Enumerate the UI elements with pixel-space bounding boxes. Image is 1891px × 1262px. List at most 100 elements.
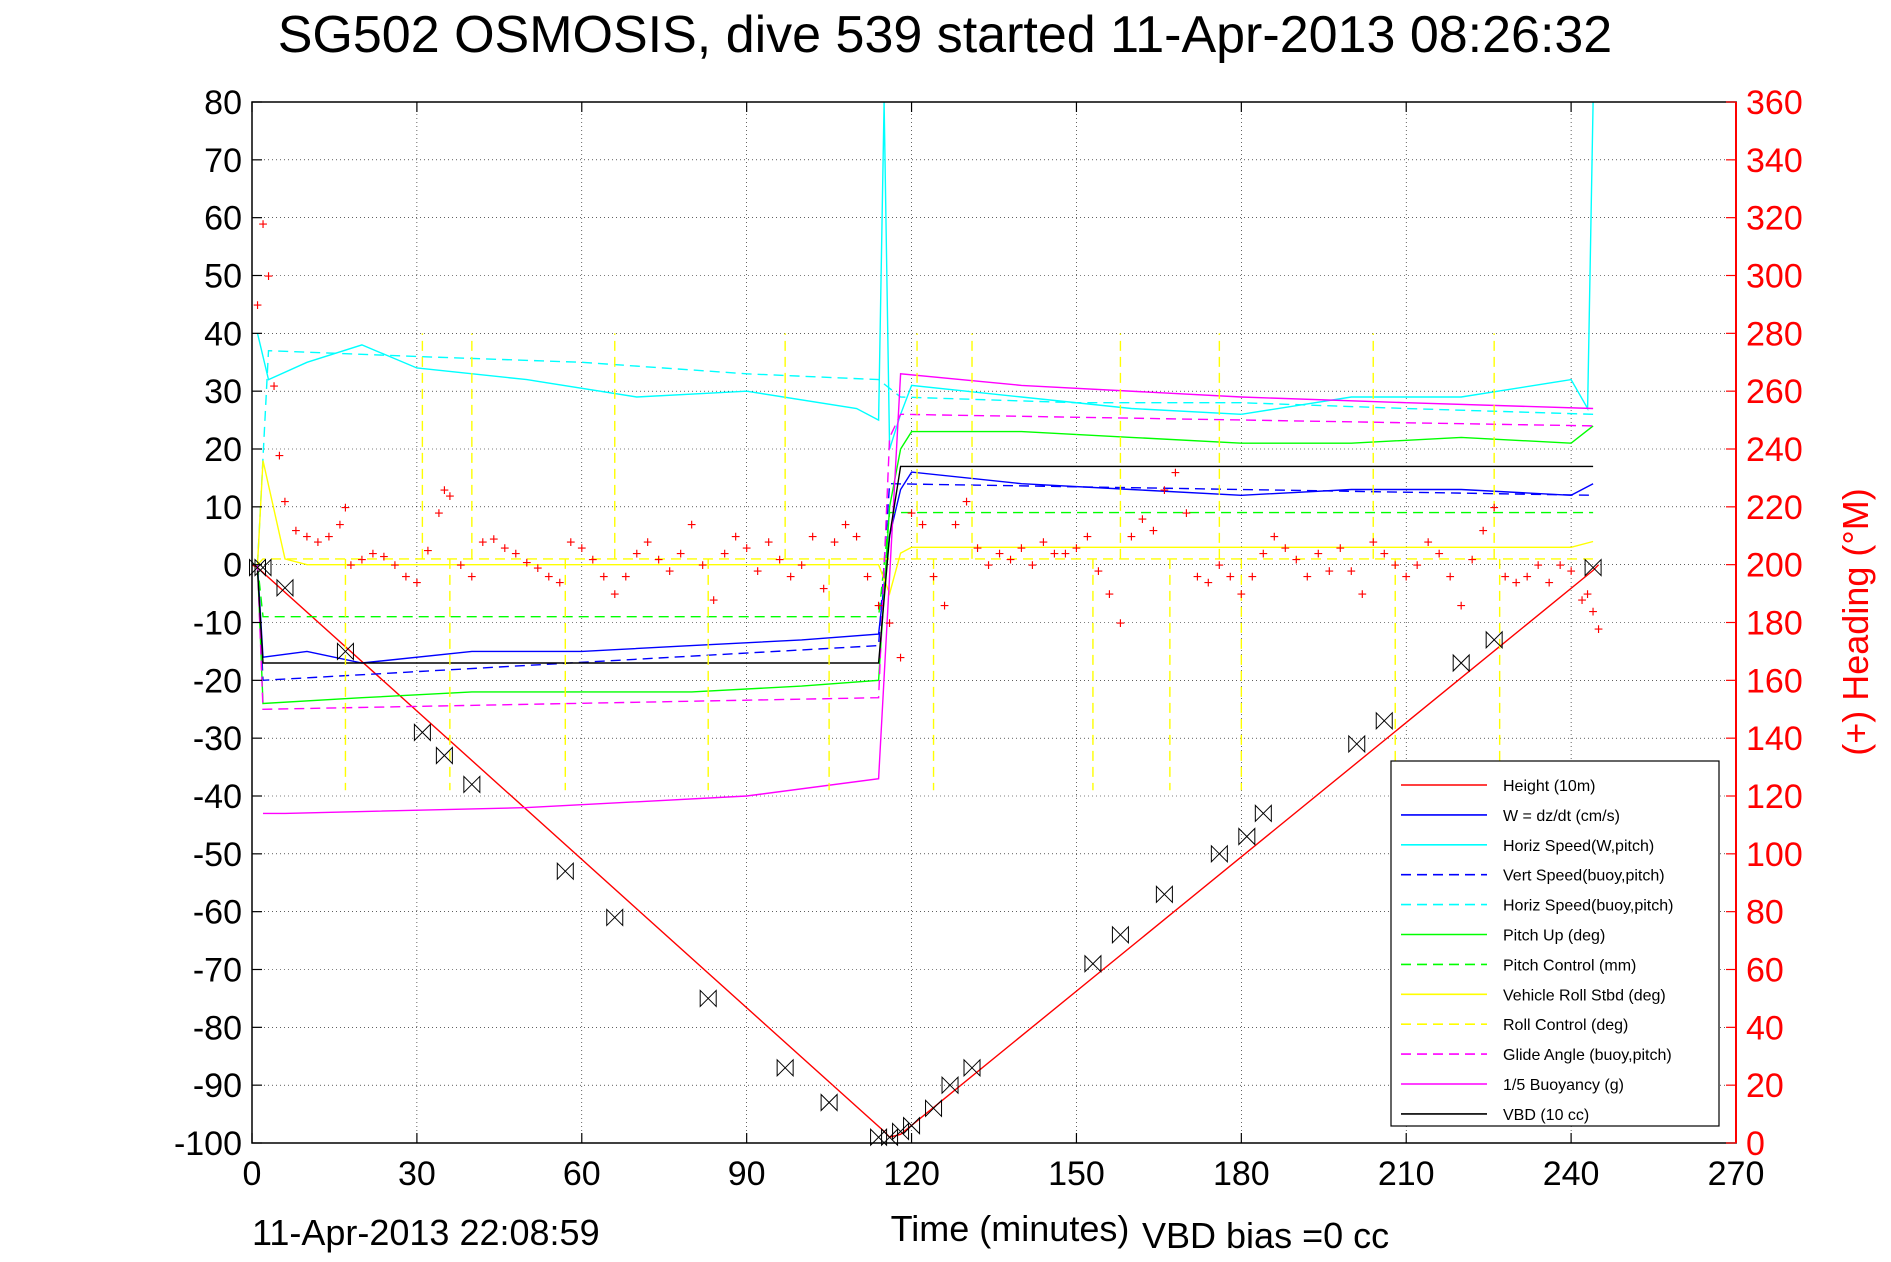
- heading-point: +: [874, 598, 883, 615]
- y-tick-label: 0: [223, 547, 242, 585]
- sample-marker: [941, 1075, 959, 1095]
- heading-point: +: [302, 529, 311, 546]
- heading-point: +: [346, 558, 355, 575]
- sample-marker: [963, 1058, 981, 1078]
- series-line-7: [256, 511, 1594, 618]
- y-tick-label: 80: [204, 84, 242, 122]
- heading-point: +: [830, 535, 839, 552]
- heading-point: +: [885, 616, 894, 633]
- heading-point: +: [797, 558, 806, 575]
- heading-point: +: [632, 546, 641, 563]
- heading-point: +: [341, 500, 350, 517]
- y2-tick-label: 20: [1746, 1067, 1784, 1105]
- sample-marker: [1238, 827, 1256, 846]
- sample-marker: [1210, 844, 1228, 864]
- heading-point: +: [445, 488, 454, 505]
- heading-point: +: [1594, 621, 1603, 638]
- y-tick-label: -60: [193, 894, 242, 932]
- heading-point: +: [1533, 558, 1542, 575]
- y-tick-label: -90: [193, 1067, 242, 1105]
- heading-point: +: [1402, 569, 1411, 586]
- series-line-5: [256, 349, 1594, 565]
- x-tick-label: 30: [398, 1155, 436, 1193]
- y2-tick-label: 160: [1746, 662, 1803, 700]
- y2-tick-label: 280: [1746, 315, 1803, 353]
- heading-point: +: [1127, 529, 1136, 546]
- heading-point: +: [1468, 552, 1477, 569]
- heading-point: +: [1182, 506, 1191, 523]
- sample-marker: [463, 775, 481, 794]
- legend-label: Height (10m): [1503, 778, 1595, 795]
- sample-marker: [276, 578, 294, 598]
- heading-point: +: [1588, 604, 1597, 621]
- heading-point: +: [1478, 523, 1487, 540]
- y2-tick-label: 240: [1746, 431, 1803, 469]
- y-tick-label: -40: [193, 778, 242, 816]
- heading-point: +: [753, 563, 762, 580]
- heading-point: +: [1303, 569, 1312, 586]
- heading-point: +: [533, 561, 542, 578]
- heading-point: +: [1380, 546, 1389, 563]
- sample-marker: [776, 1058, 794, 1078]
- heading-point: +: [951, 517, 960, 534]
- series-line-8: [256, 460, 1594, 596]
- heading-point: +: [1226, 569, 1235, 586]
- heading-point: +: [742, 540, 751, 557]
- heading-point: +: [1336, 540, 1345, 557]
- heading-point: +: [1325, 563, 1334, 580]
- heading-point: +: [324, 529, 333, 546]
- heading-point: +: [1160, 482, 1169, 499]
- legend-label: Vert Speed(buoy,pitch): [1503, 868, 1665, 885]
- sample-marker: [254, 558, 272, 577]
- heading-point: +: [335, 517, 344, 534]
- sample-marker: [413, 723, 431, 742]
- x-tick-label: 120: [883, 1155, 940, 1193]
- heading-point: +: [808, 529, 817, 546]
- chart-title: SG502 OSMOSIS, dive 539 started 11-Apr-2…: [278, 6, 1612, 64]
- heading-point: +: [258, 216, 267, 233]
- y2-tick-label: 340: [1746, 142, 1803, 180]
- heading-point: +: [676, 546, 685, 563]
- y2-tick-label: 60: [1746, 952, 1784, 990]
- sample-marker: [606, 908, 624, 927]
- x-tick-label: 210: [1378, 1155, 1435, 1193]
- sample-marker: [903, 1116, 921, 1135]
- y-tick-label: 10: [204, 489, 242, 527]
- heading-point: +: [555, 575, 564, 592]
- heading-point: +: [1248, 569, 1257, 586]
- y-tick-label: 60: [204, 200, 242, 238]
- heading-point: +: [1369, 535, 1378, 552]
- y2-tick-label: 200: [1746, 547, 1803, 585]
- sample-marker: [336, 642, 354, 661]
- heading-point: +: [929, 569, 938, 586]
- heading-point: +: [269, 378, 278, 395]
- y2-tick-label: 80: [1746, 894, 1784, 932]
- heading-point: +: [1149, 523, 1158, 540]
- y2-tick-label: 260: [1746, 373, 1803, 411]
- heading-point: +: [1138, 511, 1147, 528]
- heading-point: +: [621, 569, 630, 586]
- heading-point: +: [1270, 529, 1279, 546]
- heading-point: +: [819, 581, 828, 598]
- y2-tick-label: 40: [1746, 1009, 1784, 1047]
- heading-point: +: [907, 506, 916, 523]
- footer-vbd-bias: VBD bias =0 cc: [1142, 1215, 1389, 1256]
- heading-point: +: [599, 569, 608, 586]
- legend-label: 1/5 Buoyancy (g): [1503, 1077, 1624, 1094]
- heading-point: +: [962, 494, 971, 511]
- sample-marker: [1375, 711, 1393, 731]
- heading-point: +: [401, 569, 410, 586]
- heading-point: +: [357, 552, 366, 569]
- heading-point: +: [1083, 529, 1092, 546]
- heading-point: +: [1424, 535, 1433, 552]
- x-axis-ticks: 0 30 60 90 120 150 180 210 240 270: [243, 102, 1764, 1193]
- heading-point: +: [1061, 546, 1070, 563]
- heading-point: +: [863, 569, 872, 586]
- y2-tick-label: 120: [1746, 778, 1803, 816]
- series-layer: [251, 101, 1600, 1138]
- y-tick-label: 20: [204, 431, 242, 469]
- heading-point: +: [1193, 569, 1202, 586]
- heading-point: +: [841, 517, 850, 534]
- heading-point: +: [434, 506, 443, 523]
- series-line-3: [256, 101, 1594, 450]
